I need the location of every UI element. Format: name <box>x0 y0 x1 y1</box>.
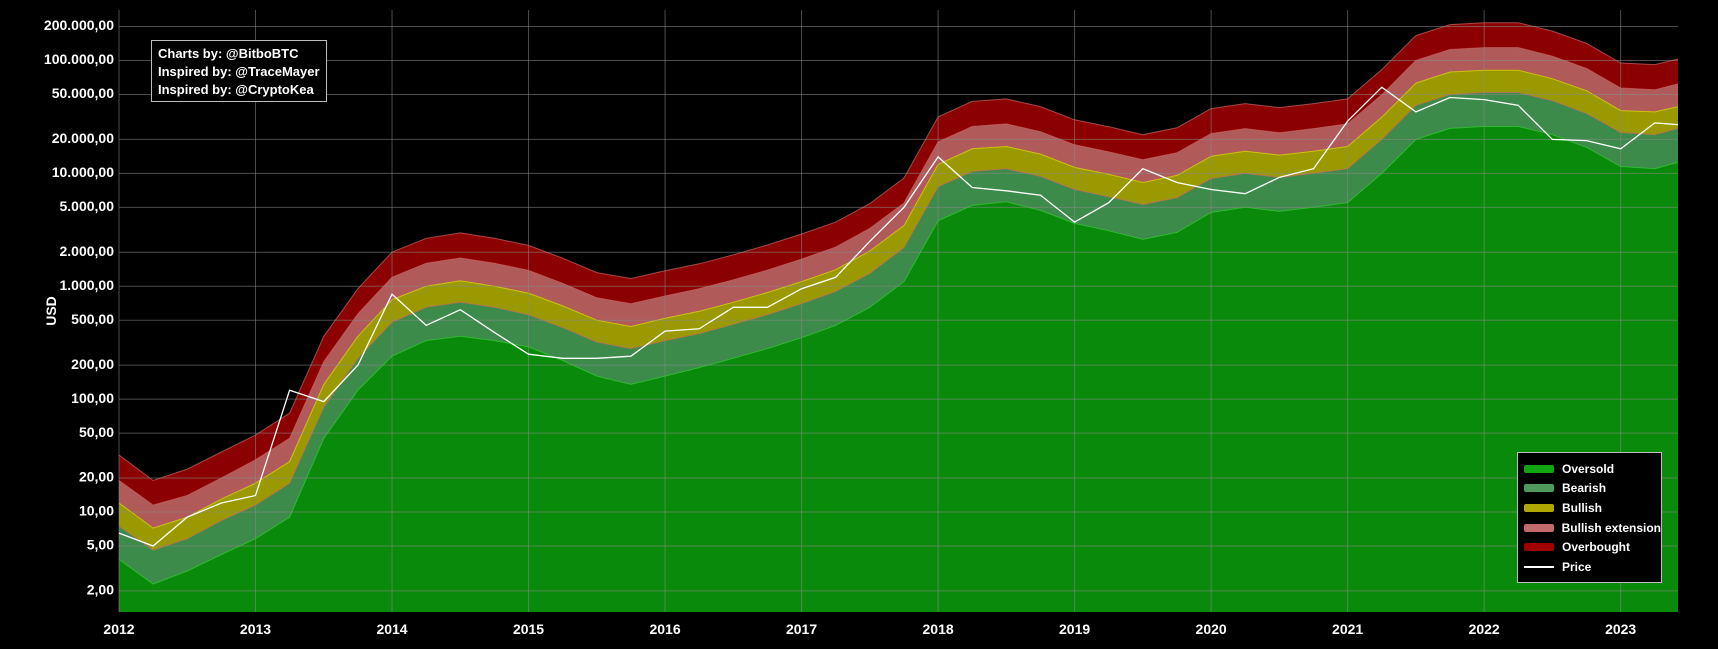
x-tick-label: 2021 <box>1332 621 1363 637</box>
legend-item: Bearish <box>1524 479 1661 499</box>
legend-item: Bullish <box>1524 498 1661 518</box>
band-oversold <box>119 126 1678 612</box>
legend-swatch <box>1524 503 1554 512</box>
legend-item: Bullish extension <box>1524 518 1661 538</box>
x-tick-label: 2015 <box>513 621 544 637</box>
x-tick-label: 2019 <box>1059 621 1090 637</box>
legend-swatch <box>1524 543 1554 552</box>
credits-box: Charts by: @BitboBTC Inspired by: @Trace… <box>151 40 327 102</box>
y-tick-label: 5,00 <box>87 537 114 553</box>
y-tick-label: 50.000,00 <box>52 85 114 101</box>
legend-label: Overbought <box>1562 540 1630 555</box>
x-tick-label: 2017 <box>786 621 817 637</box>
credits-line-inspired-1: Inspired by: @TraceMayer <box>158 64 320 79</box>
legend-label: Price <box>1562 559 1592 574</box>
y-tick-label: 200,00 <box>71 356 114 372</box>
y-tick-label: 20.000,00 <box>52 130 114 146</box>
x-tick-label: 2018 <box>923 621 954 637</box>
band-edge-bearish <box>118 92 1679 551</box>
legend-item: Price <box>1524 557 1661 577</box>
band-edge-bullish <box>118 69 1679 529</box>
y-tick-label: 100,00 <box>71 390 114 406</box>
y-tick-label: 5.000,00 <box>60 198 115 214</box>
legend-label: Bearish <box>1562 481 1607 496</box>
legend-swatch <box>1524 484 1554 493</box>
y-tick-label: 1.000,00 <box>60 277 115 293</box>
band-edge-bullish-extension <box>118 47 1679 506</box>
y-tick-label: 2,00 <box>87 582 114 598</box>
x-axis-ticks: 2012 2013 2014 2015 2016 2017 2018 2019 2020 2021… <box>103 621 1636 637</box>
x-tick-label: 2012 <box>103 621 134 637</box>
x-tick-label: 2020 <box>1196 621 1227 637</box>
y-tick-label: 20,00 <box>79 469 114 485</box>
x-tick-label: 2014 <box>376 621 407 637</box>
legend-label: Bullish extension <box>1561 520 1661 535</box>
y-tick-label: 10,00 <box>79 503 114 519</box>
band-edge-overbought <box>118 22 1679 482</box>
band-edge-oversold <box>118 126 1679 585</box>
credits-line-charts: Charts by: @BitboBTC <box>158 46 299 61</box>
legend: Oversold Bearish Bullish Bullish extension O… <box>1517 452 1662 583</box>
x-tick-label: 2022 <box>1469 621 1500 637</box>
band-areas <box>118 22 1679 613</box>
price-line <box>118 86 1679 547</box>
legend-swatch <box>1524 464 1554 473</box>
x-tick-label: 2023 <box>1605 621 1636 637</box>
legend-swatch <box>1524 523 1554 532</box>
credits-line-inspired-2: Inspired by: @CryptoKea <box>158 82 314 97</box>
y-axis-label: USD <box>43 296 59 326</box>
y-tick-label: 500,00 <box>71 311 114 327</box>
y-tick-label: 100.000,00 <box>44 51 114 67</box>
grid-lines <box>118 10 1678 612</box>
legend-item: Oversold <box>1524 459 1661 479</box>
legend-swatch <box>1524 565 1554 568</box>
x-tick-label: 2016 <box>649 621 680 637</box>
legend-label: Oversold <box>1562 461 1615 476</box>
y-tick-label: 2.000,00 <box>60 243 115 259</box>
legend-item: Overbought <box>1524 537 1661 557</box>
legend-label: Bullish <box>1562 500 1603 515</box>
x-tick-label: 2013 <box>240 621 271 637</box>
y-axis-ticks: 2,00 5,00 10,00 20,00 50,00 100,00 200,00 500,0… <box>44 17 114 597</box>
y-tick-label: 200.000,00 <box>44 17 114 33</box>
y-tick-label: 50,00 <box>79 424 114 440</box>
y-tick-label: 10.000,00 <box>52 164 114 180</box>
